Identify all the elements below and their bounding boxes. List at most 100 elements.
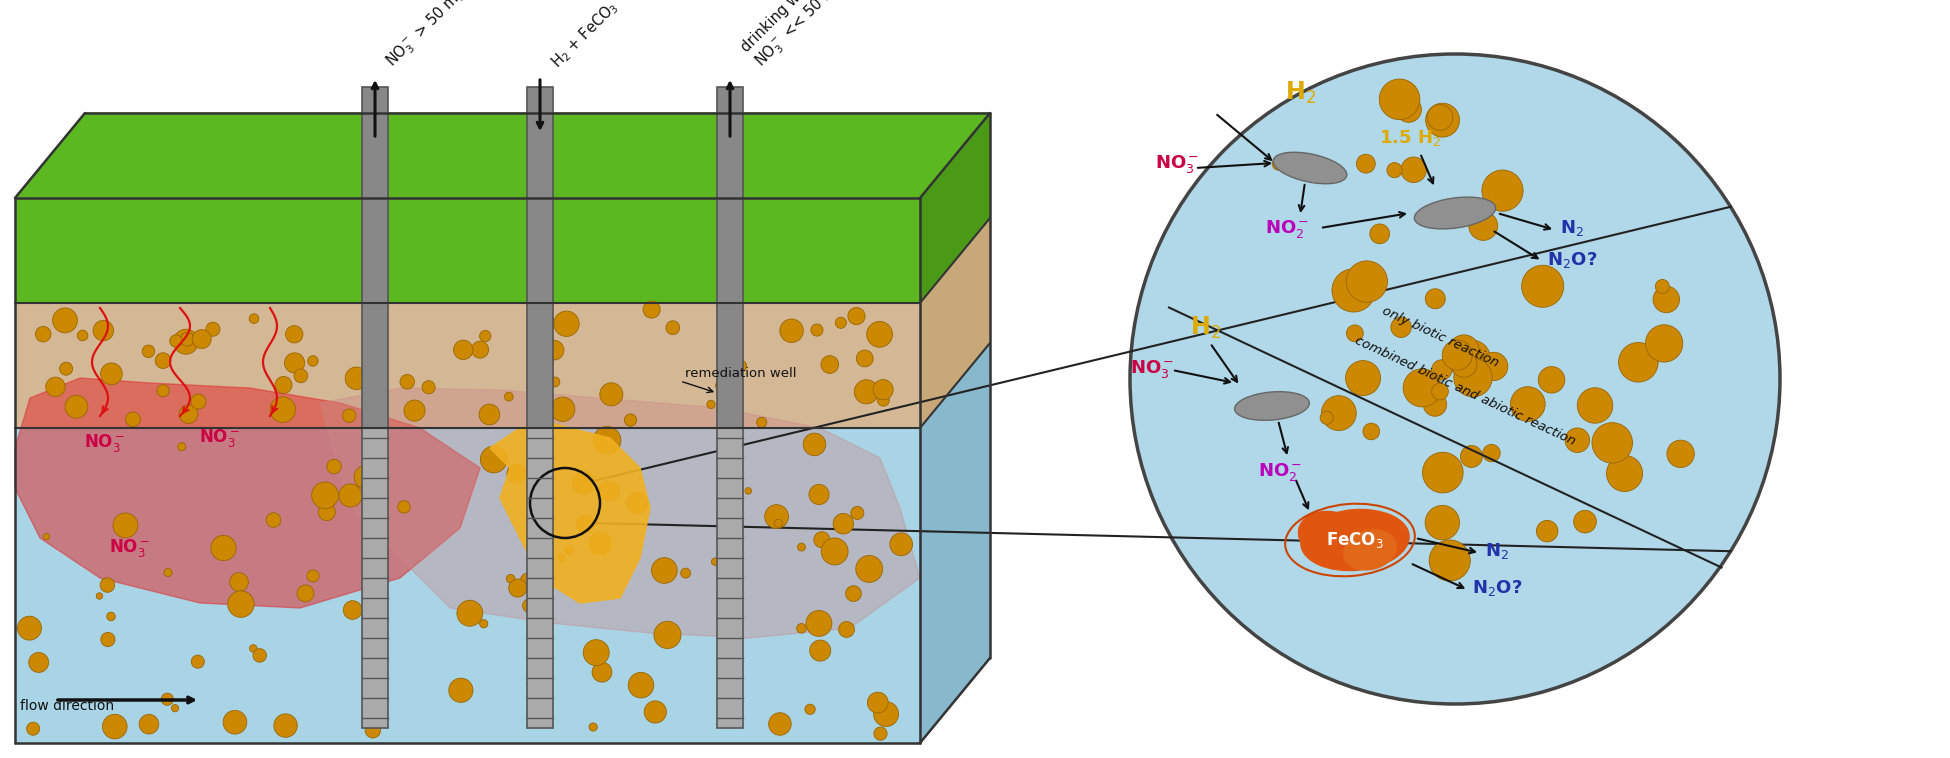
Circle shape [158,384,170,396]
Circle shape [798,624,805,633]
Circle shape [328,459,341,474]
Circle shape [577,515,595,533]
Circle shape [1425,506,1459,540]
Circle shape [571,471,595,494]
Circle shape [308,356,318,366]
Circle shape [1574,510,1597,533]
Text: NO$_3^-$ > 50 mg/L: NO$_3^-$ > 50 mg/L [382,0,482,72]
Circle shape [813,531,831,548]
Circle shape [211,535,236,561]
Circle shape [170,335,181,347]
Circle shape [78,330,88,341]
Circle shape [1427,105,1453,130]
Circle shape [27,722,39,735]
Circle shape [60,362,72,375]
Circle shape [53,308,78,333]
Circle shape [275,377,292,393]
Circle shape [550,377,560,387]
Circle shape [1566,428,1589,453]
Text: NO$_3^-$: NO$_3^-$ [84,432,125,454]
Circle shape [583,640,608,666]
Circle shape [601,383,622,406]
Circle shape [64,396,88,418]
Circle shape [1363,423,1379,440]
Circle shape [267,512,281,528]
Text: H$_2$: H$_2$ [1190,315,1221,341]
Circle shape [1386,162,1402,177]
Circle shape [318,503,335,521]
Circle shape [1422,453,1462,493]
Circle shape [1521,265,1564,307]
Circle shape [651,558,677,584]
Text: NO$_3^-$: NO$_3^-$ [1154,153,1199,175]
Circle shape [339,484,363,507]
Text: N$_2$O?: N$_2$O? [1546,250,1597,270]
Polygon shape [920,343,991,743]
Circle shape [480,404,499,424]
Circle shape [811,324,823,336]
Circle shape [99,578,115,592]
Text: H$_2$ + FeCO$_3$: H$_2$ + FeCO$_3$ [548,0,622,72]
Circle shape [544,340,564,360]
Circle shape [250,314,259,324]
Circle shape [398,500,409,513]
Circle shape [285,352,304,373]
Circle shape [1468,211,1498,240]
Circle shape [454,340,474,359]
Circle shape [179,405,197,424]
Circle shape [1369,224,1390,243]
Circle shape [29,653,49,672]
Circle shape [599,481,620,501]
Circle shape [1431,360,1453,380]
Circle shape [712,558,720,565]
Circle shape [1461,446,1482,468]
Text: FeCO$_3$: FeCO$_3$ [1326,530,1384,550]
Circle shape [768,713,792,735]
Circle shape [1591,423,1632,463]
Circle shape [191,394,207,409]
Circle shape [1396,97,1422,122]
Circle shape [448,678,474,703]
Circle shape [798,543,805,551]
Polygon shape [16,303,920,428]
Circle shape [723,522,733,530]
Polygon shape [16,428,920,743]
Circle shape [805,704,815,715]
Circle shape [1618,343,1658,382]
Circle shape [177,443,185,451]
Circle shape [1322,396,1357,431]
Circle shape [757,418,766,428]
Circle shape [805,610,833,637]
Circle shape [306,570,320,582]
Bar [363,87,388,428]
Circle shape [835,317,846,328]
Circle shape [846,586,862,601]
Circle shape [142,345,154,358]
Circle shape [589,532,610,555]
Circle shape [421,381,435,394]
Circle shape [521,573,536,588]
Circle shape [1449,335,1480,365]
Circle shape [507,464,526,483]
Circle shape [856,556,883,582]
Circle shape [1271,157,1285,171]
Text: NO$_2^-$: NO$_2^-$ [1258,461,1303,483]
Polygon shape [489,423,649,603]
Circle shape [1654,287,1679,312]
Circle shape [889,533,913,556]
Circle shape [550,397,575,421]
Ellipse shape [1344,529,1396,571]
Circle shape [343,409,357,422]
Circle shape [345,367,369,390]
Circle shape [644,701,667,723]
Circle shape [1346,261,1388,302]
Circle shape [1607,456,1642,491]
Circle shape [1129,54,1780,704]
Circle shape [1346,325,1363,342]
Circle shape [1400,157,1427,183]
Polygon shape [320,388,920,638]
Circle shape [1511,387,1544,421]
Circle shape [480,330,491,342]
Circle shape [554,311,579,337]
Circle shape [1453,340,1490,377]
